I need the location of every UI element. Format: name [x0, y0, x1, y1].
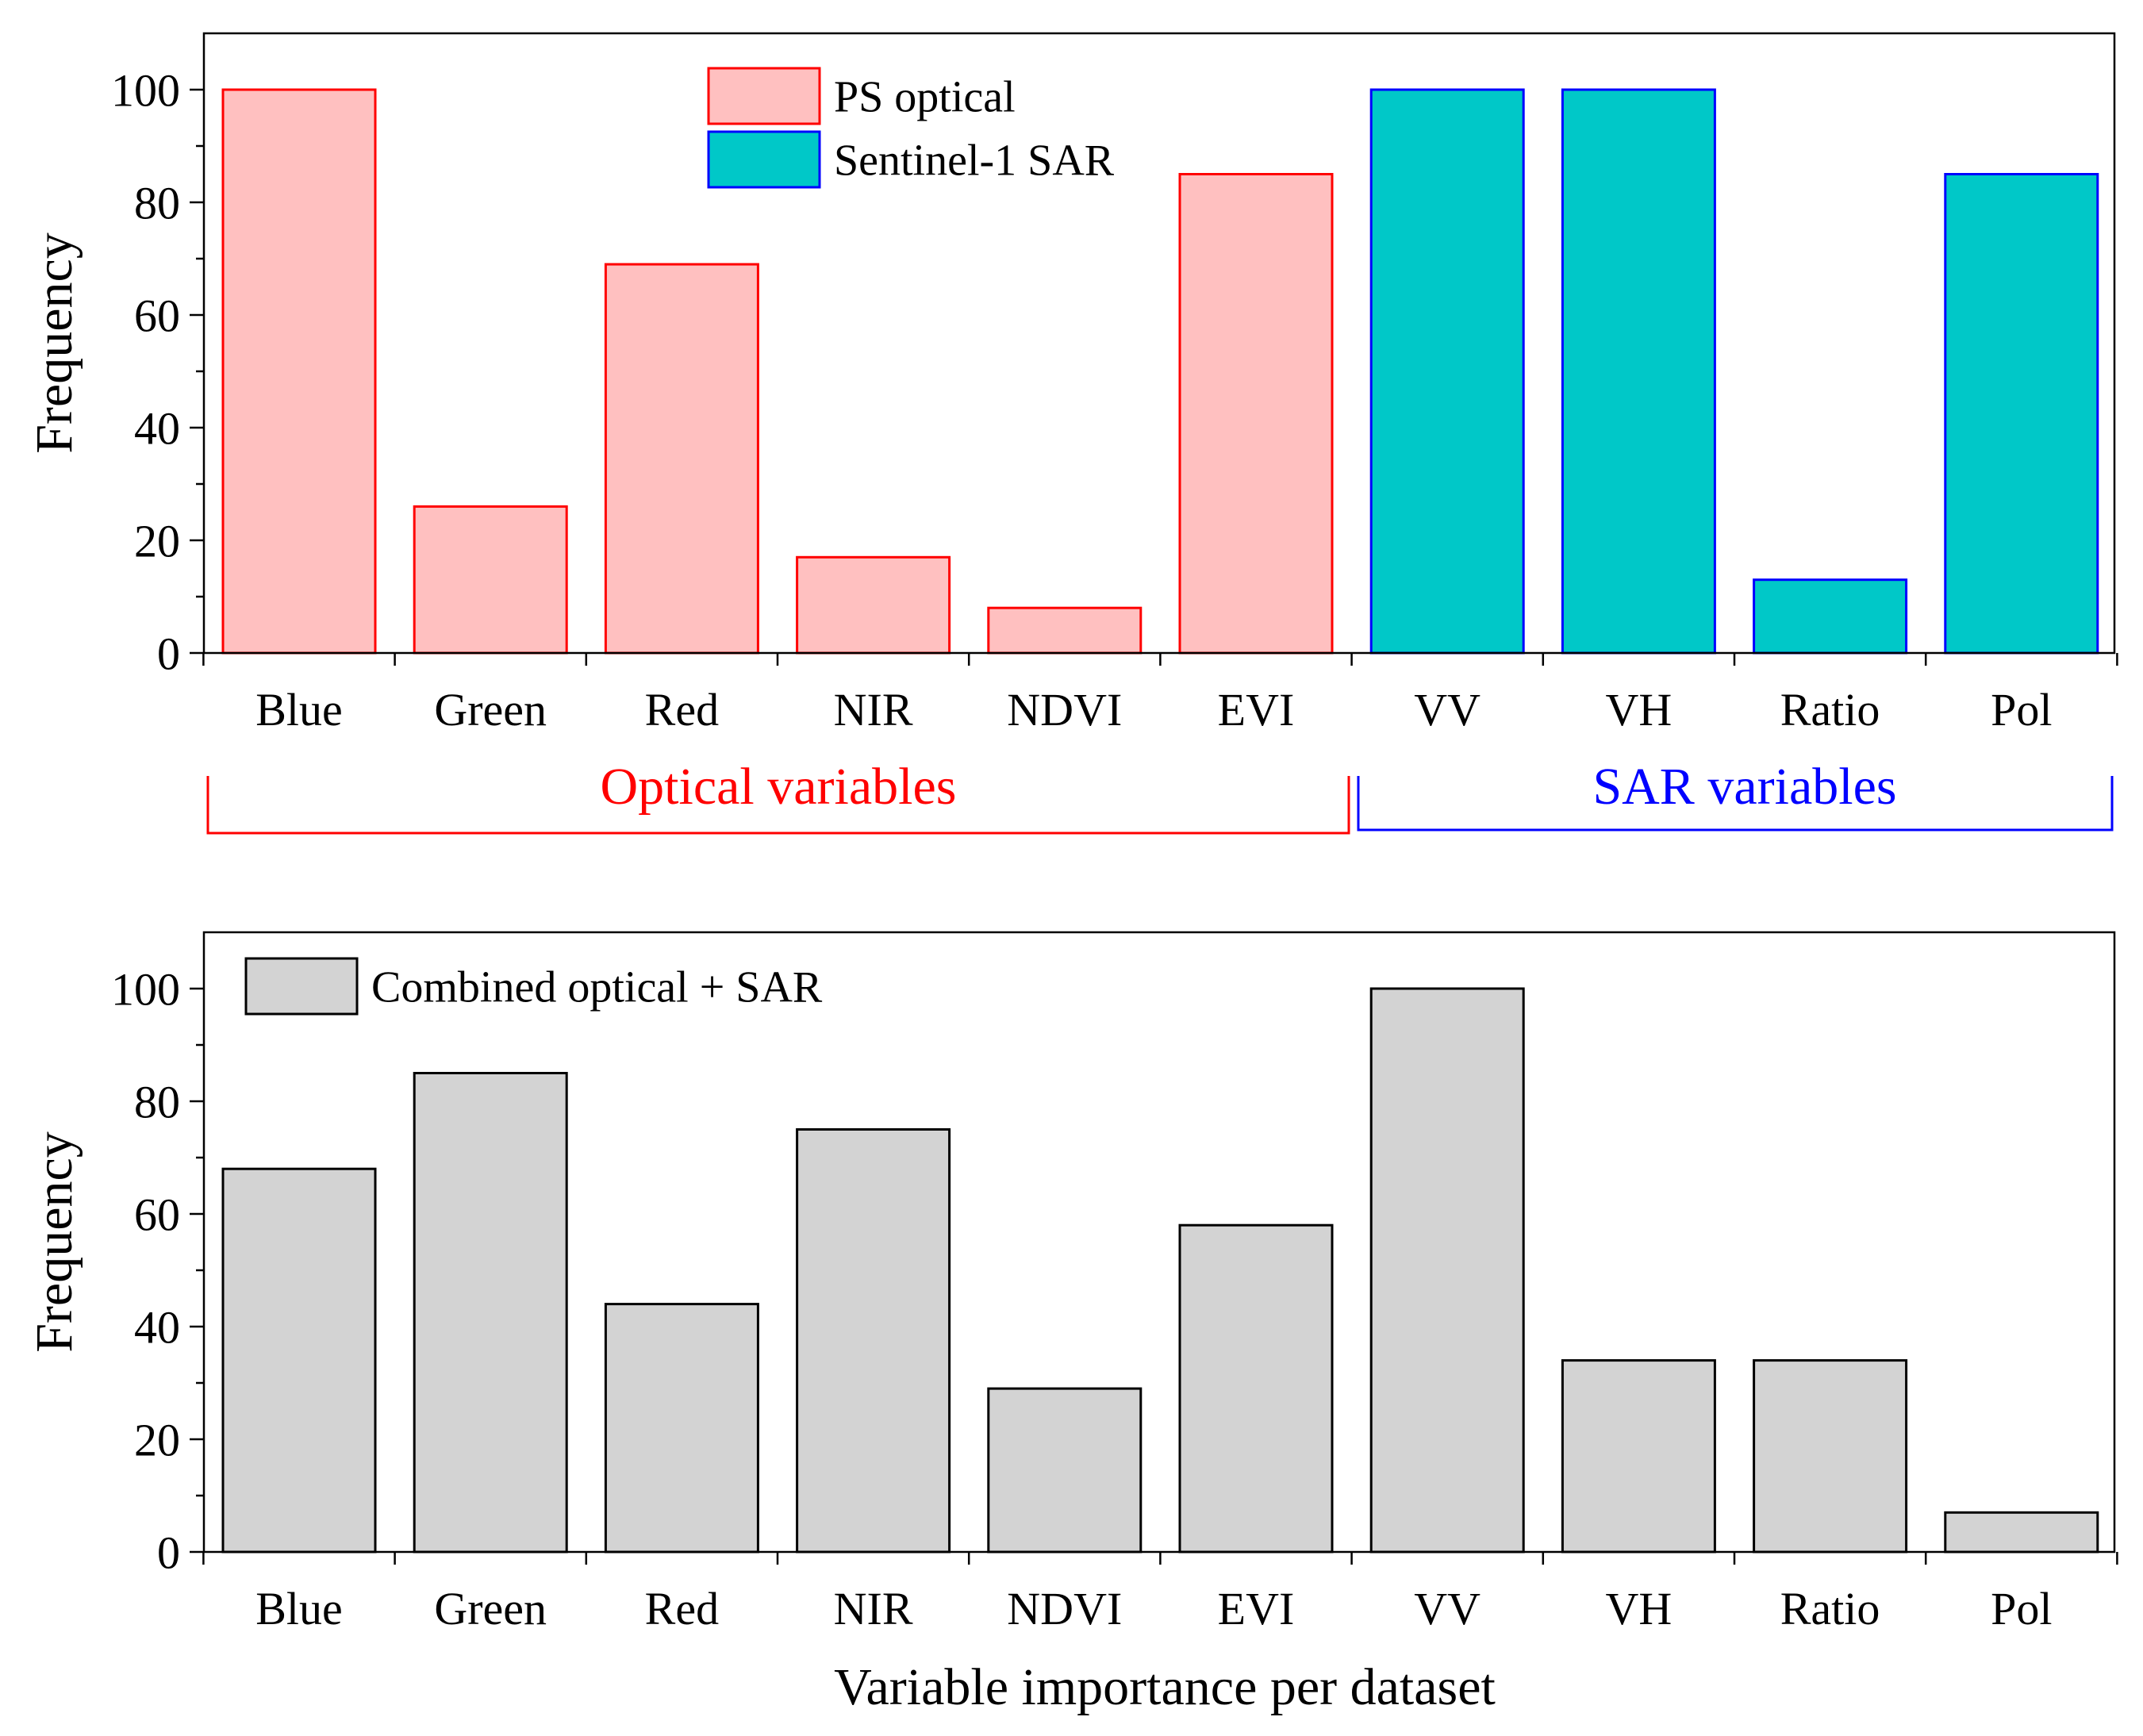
x-axis-label: Variable importance per dataset: [834, 1658, 1496, 1716]
bottom-chart-panel: 0 20 40 60 80 100 Blue Green Red NIR NDVI EVI VV VH Ra…: [25, 931, 2118, 1716]
x-tick-label-green: Green: [434, 684, 547, 735]
y-tick-label: 0: [157, 628, 180, 679]
bar-nir: [796, 1128, 951, 1554]
bar-green: [413, 1072, 568, 1554]
y-axis-label: Frequency: [25, 232, 83, 454]
x-tick-label-vh: VH: [1606, 684, 1673, 735]
x-tick-label-vv: VV: [1414, 684, 1481, 735]
plot-frame: [202, 32, 2116, 655]
bar-vv: [1369, 88, 1525, 655]
x-tick-label-evi: EVI: [1218, 684, 1295, 735]
y-tick-label: 100: [111, 963, 180, 1015]
x-tick-label-green: Green: [434, 1583, 547, 1634]
y-tick-label: 20: [134, 515, 180, 567]
bar-red: [604, 263, 759, 655]
x-tick-label-ratio: Ratio: [1780, 684, 1880, 735]
bar-blue: [221, 88, 377, 655]
bar-ndvi: [987, 606, 1143, 655]
x-tick-label-ndvi: NDVI: [1007, 1583, 1122, 1634]
x-tick-label-evi: EVI: [1218, 1583, 1295, 1634]
y-tick-label: 100: [111, 64, 180, 116]
bar-pol: [1944, 173, 2099, 655]
x-tick-label-pol: Pol: [1991, 684, 2052, 735]
legend: PS optical Sentinel-1 SAR: [707, 67, 1115, 189]
legend-swatch: [244, 957, 359, 1016]
legend-label: PS optical: [834, 73, 1016, 122]
group-label: SAR variables: [1592, 758, 1896, 816]
bar-ndvi: [987, 1387, 1143, 1554]
bar-ratio: [1753, 1359, 1908, 1554]
bar-blue: [221, 1167, 377, 1554]
x-tick-label-vv: VV: [1414, 1583, 1481, 1634]
y-tick-label: 60: [134, 1189, 180, 1240]
bar-pol: [1944, 1511, 2099, 1554]
x-tick-label-ndvi: NDVI: [1007, 684, 1122, 735]
bar-vh: [1561, 1359, 1716, 1554]
bar-ratio: [1753, 578, 1908, 655]
plot-frame: [202, 931, 2116, 1554]
x-tick-label-red: Red: [645, 1583, 719, 1634]
x-tick-label-nir: NIR: [834, 684, 913, 735]
y-tick-label: 40: [134, 1301, 180, 1353]
bar-red: [604, 1303, 759, 1554]
bar-evi: [1178, 173, 1334, 655]
bar-nir: [796, 555, 951, 655]
group-label: Optical variables: [601, 758, 957, 816]
group-bracket: [1357, 776, 2114, 832]
bar-evi: [1178, 1223, 1334, 1554]
x-tick-label-ratio: Ratio: [1780, 1583, 1880, 1634]
legend-label: Combined optical + SAR: [371, 963, 823, 1012]
x-tick-label-pol: Pol: [1991, 1583, 2052, 1634]
x-tick-label-blue: Blue: [255, 684, 343, 735]
legend-swatch: [707, 67, 821, 125]
x-tick-label-red: Red: [645, 684, 719, 735]
y-tick-label: 60: [134, 290, 180, 341]
bar-green: [413, 505, 568, 655]
top-chart-panel: 0 20 40 60 80 100 Blue Green Red NIR NDVI EVI VV VH Ra…: [25, 32, 2118, 835]
y-tick-label: 80: [134, 1076, 180, 1127]
legend-label: Sentinel-1 SAR: [834, 136, 1115, 186]
x-tick-label-blue: Blue: [255, 1583, 343, 1634]
bar-vh: [1561, 88, 1716, 655]
y-tick-label: 20: [134, 1414, 180, 1465]
x-tick-label-nir: NIR: [834, 1583, 913, 1634]
y-tick-label: 40: [134, 402, 180, 454]
y-tick-label: 0: [157, 1527, 180, 1578]
y-tick-label: 80: [134, 177, 180, 229]
group-bracket: [206, 776, 1350, 835]
x-tick-label-vh: VH: [1606, 1583, 1673, 1634]
bar-vv: [1369, 987, 1525, 1554]
y-axis-label: Frequency: [25, 1131, 83, 1353]
legend: Combined optical + SAR: [244, 957, 823, 1016]
legend-swatch: [707, 130, 821, 189]
